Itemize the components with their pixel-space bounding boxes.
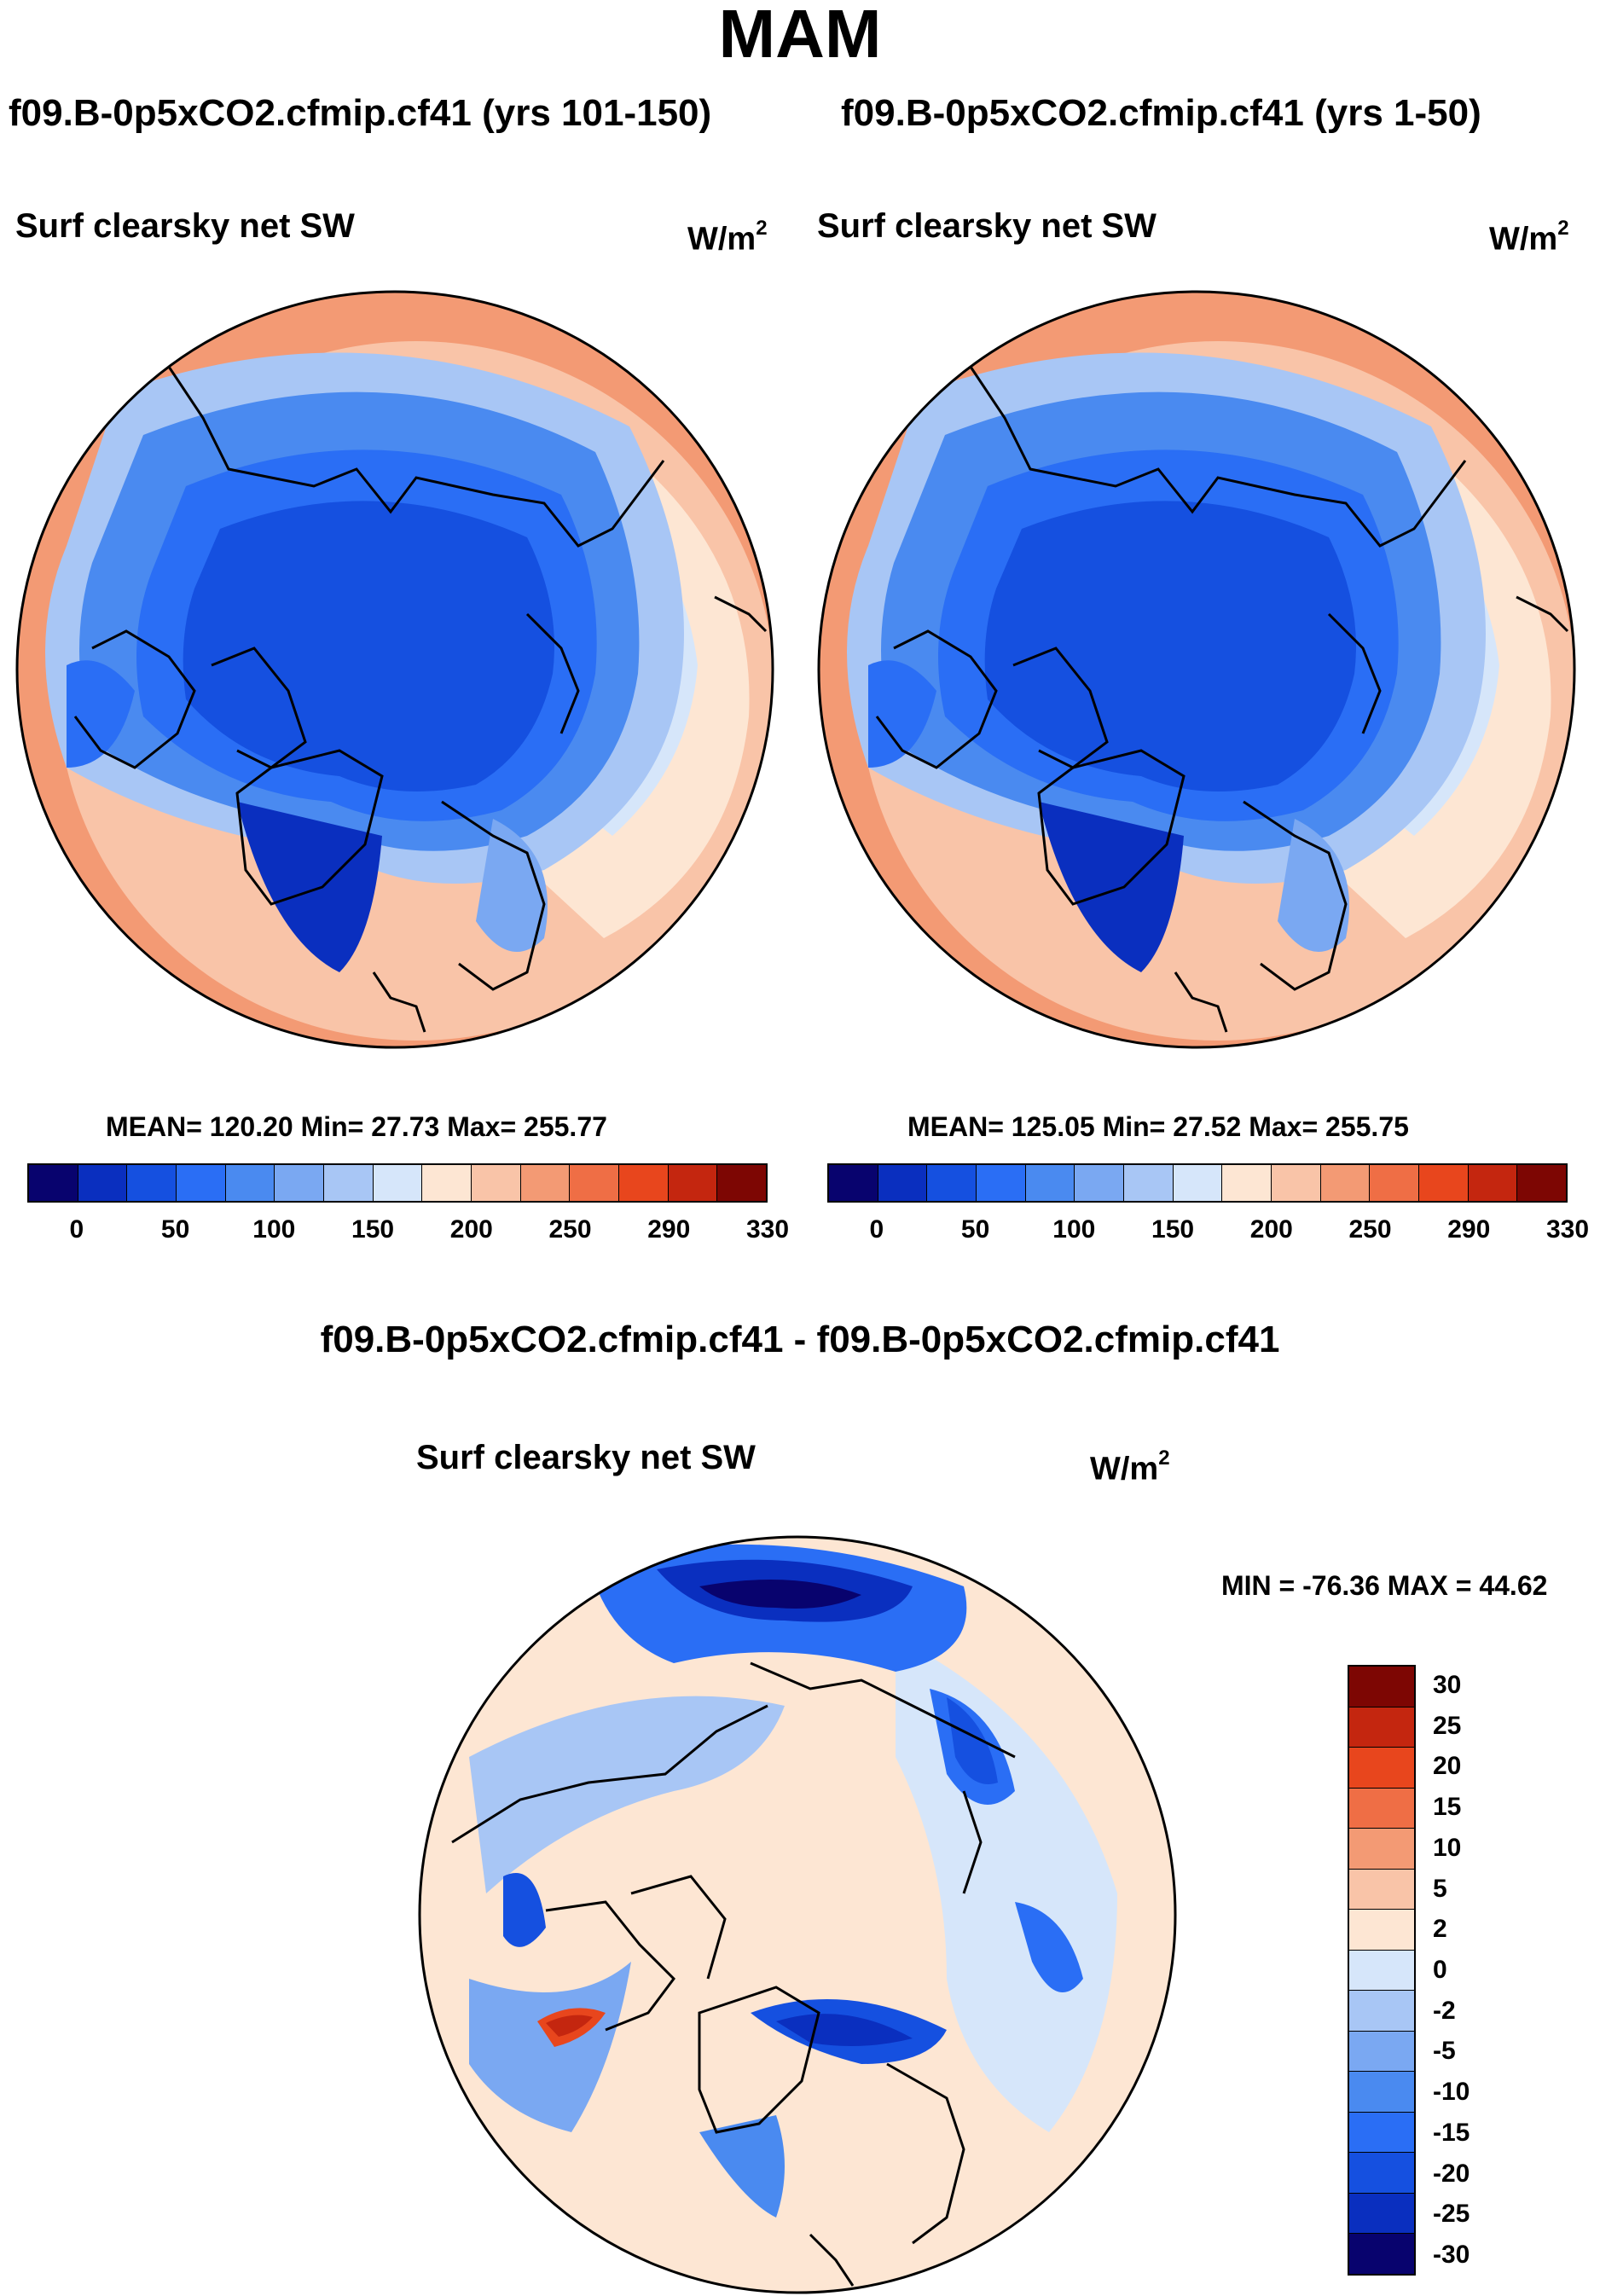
colorbar-swatch	[1349, 1950, 1414, 1992]
colorbar-swatch	[177, 1165, 226, 1201]
diff-minmax: MIN = -76.36 MAX = 44.62	[1221, 1570, 1548, 1601]
colorbar-swatch	[1349, 1991, 1414, 2032]
colorbar-tick-label: 330	[1545, 1215, 1590, 1244]
colorbar-tick-label: 290	[647, 1215, 691, 1244]
colorbar-swatch	[1349, 2112, 1414, 2154]
colorbar-swatch	[1272, 1165, 1321, 1201]
colorbar-tick-label: 0	[1433, 1956, 1447, 1984]
colorbar-swatch	[1320, 1165, 1371, 1201]
colorbar-swatch	[570, 1165, 620, 1201]
colorbar-tick-label: 20	[1433, 1752, 1462, 1781]
colorbar-swatch	[619, 1165, 669, 1201]
colorbar-tick-label: 100	[1052, 1215, 1096, 1244]
colorbar-tick-label: -5	[1433, 2037, 1456, 2066]
top-left-stats: MEAN= 120.20 Min= 27.73 Max= 255.77	[106, 1111, 607, 1142]
top-right-units: W/m2	[1489, 217, 1569, 258]
top-left-colorbar-ticks: 0 50 100 150 200 250 290 330	[27, 1215, 790, 1245]
colorbar-swatch	[927, 1165, 977, 1201]
season-title: MAM	[718, 0, 882, 72]
colorbar-swatch	[668, 1165, 718, 1201]
colorbar-swatch	[1370, 1165, 1420, 1201]
colorbar-swatch	[422, 1165, 472, 1201]
colorbar-tick-label: 150	[1151, 1215, 1195, 1244]
diff-units: W/m2	[1090, 1447, 1170, 1487]
top-right-case-title: f09.B-0p5xCO2.cfmip.cf41 (yrs 1-50)	[841, 92, 1481, 134]
colorbar-swatch	[1222, 1165, 1272, 1201]
colorbar-swatch	[1349, 2193, 1414, 2235]
colorbar-swatch	[1349, 2072, 1414, 2113]
colorbar-swatch	[225, 1165, 275, 1201]
colorbar-swatch	[29, 1165, 78, 1201]
colorbar-swatch	[1349, 2031, 1414, 2073]
top-right-polar-map	[817, 290, 1576, 1049]
colorbar-tick-label: 50	[960, 1215, 990, 1244]
colorbar-tick-label: 0	[869, 1215, 884, 1244]
colorbar-swatch	[1124, 1165, 1174, 1201]
colorbar-swatch	[1075, 1165, 1125, 1201]
diff-variable-title: Surf clearsky net SW	[416, 1439, 756, 1476]
top-right-colorbar	[827, 1163, 1568, 1203]
colorbar-swatch	[1349, 2234, 1414, 2274]
colorbar-tick-label: -10	[1433, 2078, 1470, 2107]
top-right-colorbar-ticks: 0 50 100 150 200 250 290 330	[827, 1215, 1590, 1245]
colorbar-swatch	[1419, 1165, 1469, 1201]
colorbar-swatch	[878, 1165, 928, 1201]
colorbar-swatch	[1173, 1165, 1223, 1201]
colorbar-swatch	[1468, 1165, 1518, 1201]
colorbar-tick-label: 50	[160, 1215, 190, 1244]
diff-polar-map	[418, 1535, 1177, 2294]
colorbar-swatch	[1349, 1748, 1414, 1789]
colorbar-tick-label: 0	[69, 1215, 84, 1244]
colorbar-swatch	[127, 1165, 177, 1201]
colorbar-tick-label: -30	[1433, 2241, 1470, 2270]
colorbar-tick-label: 100	[252, 1215, 296, 1244]
colorbar-swatch	[520, 1165, 571, 1201]
colorbar-tick-label: -20	[1433, 2159, 1470, 2188]
colorbar-tick-label: 200	[1249, 1215, 1293, 1244]
colorbar-tick-label: 330	[745, 1215, 790, 1244]
colorbar-tick-label: 290	[1447, 1215, 1491, 1244]
colorbar-swatch	[1349, 1667, 1414, 1708]
colorbar-swatch	[829, 1165, 878, 1201]
top-right-variable-title: Surf clearsky net SW	[817, 207, 1157, 245]
colorbar-swatch	[1517, 1165, 1567, 1201]
colorbar-tick-label: 25	[1433, 1711, 1462, 1740]
colorbar-swatch	[977, 1165, 1026, 1201]
top-left-polar-map	[15, 290, 774, 1049]
colorbar-swatch	[1349, 2153, 1414, 2194]
colorbar-tick-label: 250	[548, 1215, 592, 1244]
colorbar-tick-label: 250	[1348, 1215, 1392, 1244]
colorbar-swatch	[1349, 1788, 1414, 1829]
top-left-colorbar	[27, 1163, 768, 1203]
top-left-units: W/m2	[687, 217, 768, 258]
diff-colorbar-ticks: 30 25 20 15 10 5 2 0 -2 -5 -10 -15 -20 -25 -30	[1433, 1665, 1535, 2276]
colorbar-tick-label: 5	[1433, 1874, 1447, 1903]
top-left-variable-title: Surf clearsky net SW	[15, 207, 355, 245]
colorbar-swatch	[373, 1165, 423, 1201]
colorbar-tick-label: 15	[1433, 1793, 1462, 1822]
colorbar-swatch	[1349, 1707, 1414, 1748]
colorbar-tick-label: 2	[1433, 1915, 1447, 1944]
colorbar-swatch	[324, 1165, 374, 1201]
colorbar-swatch	[1349, 1829, 1414, 1870]
colorbar-swatch	[1025, 1165, 1075, 1201]
colorbar-tick-label: 30	[1433, 1670, 1462, 1699]
colorbar-tick-label: 150	[351, 1215, 395, 1244]
colorbar-tick-label: -25	[1433, 2200, 1470, 2229]
top-right-stats: MEAN= 125.05 Min= 27.52 Max= 255.75	[907, 1111, 1409, 1142]
colorbar-swatch	[1349, 1910, 1414, 1951]
colorbar-swatch	[472, 1165, 521, 1201]
top-left-case-title: f09.B-0p5xCO2.cfmip.cf41 (yrs 101-150)	[9, 92, 712, 134]
diff-colorbar	[1348, 1665, 1416, 2276]
diff-title: f09.B-0p5xCO2.cfmip.cf41 - f09.B-0p5xCO2…	[320, 1319, 1280, 1360]
colorbar-swatch	[78, 1165, 128, 1201]
colorbar-tick-label: 10	[1433, 1833, 1462, 1862]
colorbar-tick-label: -15	[1433, 2118, 1470, 2147]
colorbar-tick-label: -2	[1433, 1996, 1456, 2025]
colorbar-swatch	[275, 1165, 325, 1201]
colorbar-swatch	[717, 1165, 767, 1201]
colorbar-tick-label: 200	[449, 1215, 493, 1244]
colorbar-swatch	[1349, 1869, 1414, 1910]
